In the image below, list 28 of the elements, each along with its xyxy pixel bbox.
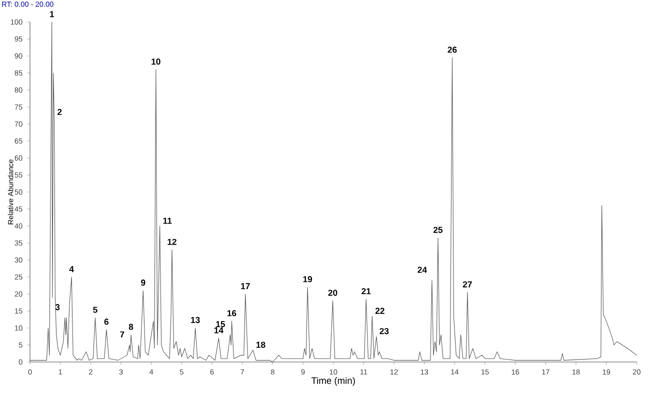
annotation: 9 [141, 280, 146, 286]
annotation: 12 [168, 238, 176, 245]
annotation: 1 [50, 11, 54, 18]
annotation: 5 [93, 306, 98, 313]
annotation: 27 [462, 281, 472, 288]
annotation: 7 [120, 331, 124, 338]
annotation: 11 [163, 218, 172, 224]
annotation: 20 [328, 290, 338, 296]
annotation: 19 [303, 276, 312, 282]
annotation: 3 [55, 304, 60, 310]
annotation: 21 [362, 288, 371, 294]
x-axis-title: Time (min) [311, 377, 355, 386]
annotation: 22 [375, 308, 384, 314]
annotation: 14 [214, 327, 224, 334]
annotation: 2 [57, 108, 62, 115]
annotation: 10 [152, 58, 160, 65]
annotation: 13 [191, 316, 200, 324]
annotation: 8 [128, 324, 134, 330]
annotation: 4 [69, 266, 74, 272]
annotation: 15 [216, 321, 226, 328]
annotation: 24 [418, 266, 427, 273]
annotation: 18 [256, 342, 266, 348]
annotation: 16 [227, 310, 236, 316]
annotation: 17 [241, 283, 250, 290]
annotation: 26 [448, 46, 457, 53]
annotation: 6 [104, 318, 109, 325]
annotation: 23 [380, 328, 389, 334]
annotation: 25 [433, 226, 443, 233]
